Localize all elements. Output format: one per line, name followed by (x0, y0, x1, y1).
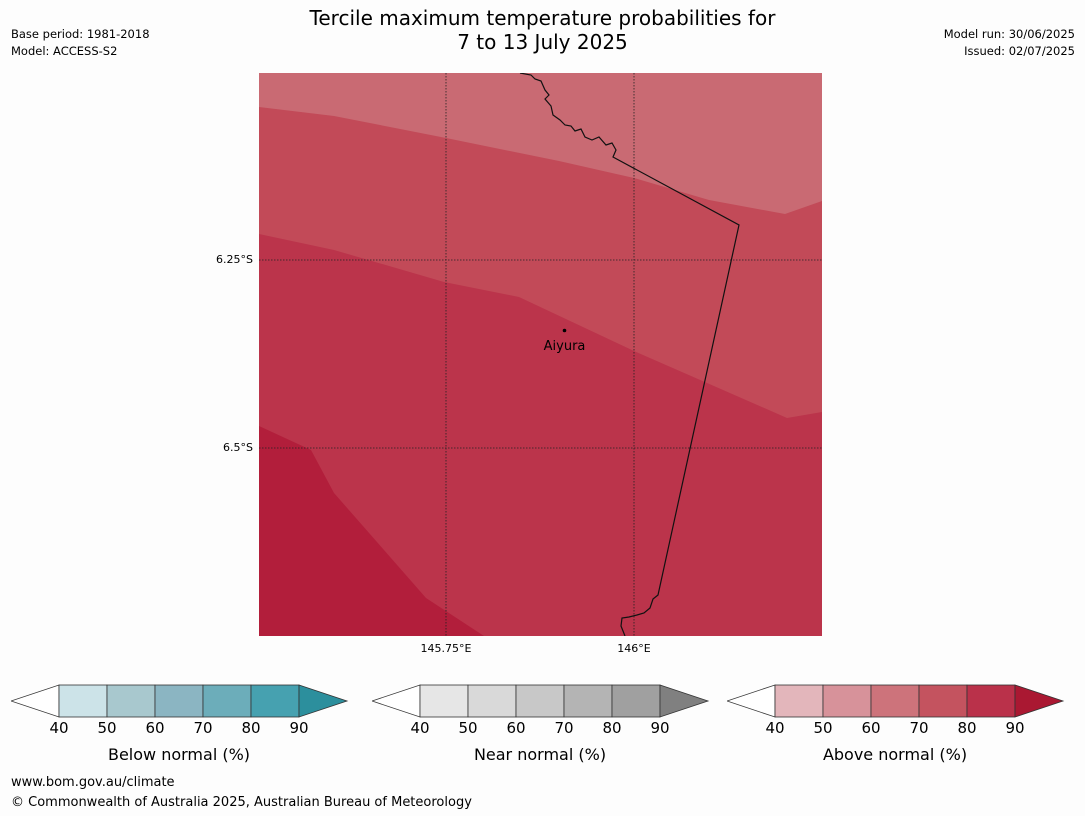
lon-label-145.75: 145.75°E (420, 642, 472, 655)
title-line-2: 7 to 13 July 2025 (457, 30, 628, 54)
colorbar-segment-60-70 (515, 684, 565, 718)
colorbar-extend-high (298, 684, 349, 718)
colorbar-segment-40-50 (774, 684, 824, 718)
colorbar-segment-80-90 (250, 684, 300, 718)
colorbar-tick-70: 70 (554, 719, 574, 737)
title-line-1: Tercile maximum temperature probabilitie… (309, 6, 776, 30)
colorbar-segment-40-50 (419, 684, 469, 718)
colorbar-segment-70-80 (202, 684, 252, 718)
colorbar-tick-60: 60 (861, 719, 881, 737)
colorbar-tick-80: 80 (241, 719, 261, 737)
lat-label-6.25: 6.25°S (216, 253, 253, 266)
colorbar-segment-80-90 (966, 684, 1016, 718)
lat-label-6.5: 6.5°S (223, 441, 253, 454)
colorbar-tick-80: 80 (602, 719, 622, 737)
model-name: Model: ACCESS-S2 (11, 44, 118, 58)
province-boundary (519, 73, 740, 636)
below-normal-colorbar (11, 684, 349, 718)
colorbar-title-below-normal: Below normal (%) (107, 745, 251, 764)
meta-right: Model run: 30/06/2025 Issued: 02/07/2025 (944, 26, 1075, 60)
colorbar-title-above-normal: Above normal (%) (822, 745, 968, 764)
colorbar-tick-90: 90 (1005, 719, 1025, 737)
graticule (259, 73, 822, 636)
colorbar-segment-80-90 (611, 684, 661, 718)
probability-map: Aiyura (259, 73, 822, 636)
near-normal-colorbar (372, 684, 710, 718)
colorbar-tick-40: 40 (410, 719, 430, 737)
base-period: Base period: 1981-2018 (11, 27, 150, 41)
footer-url: www.bom.gov.au/climate (11, 775, 175, 790)
town-label-aiyura: Aiyura (544, 339, 586, 354)
colorbar-segment-60-70 (870, 684, 920, 718)
model-run: Model run: 30/06/2025 (943, 27, 1075, 41)
colorbar-tick-60: 60 (506, 719, 526, 737)
colorbar-segment-50-60 (822, 684, 872, 718)
colorbar-tick-90: 90 (650, 719, 670, 737)
band-60-70 (259, 73, 822, 214)
town-marker (562, 328, 567, 333)
colorbar-extend-high (659, 684, 710, 718)
colorbar-extend-low (11, 684, 60, 718)
footer-copyright: © Commonwealth of Australia 2025, Austra… (11, 795, 472, 810)
colorbar-tick-40: 40 (49, 719, 69, 737)
colorbar-tick-90: 90 (289, 719, 309, 737)
colorbar-extend-high (1014, 684, 1065, 718)
map-title: Tercile maximum temperature probabilitie… (0, 6, 1085, 54)
colorbar-tick-60: 60 (145, 719, 165, 737)
meta-left: Base period: 1981-2018 Model: ACCESS-S2 (11, 26, 150, 60)
colorbar-segment-70-80 (918, 684, 968, 718)
colorbar-tick-50: 50 (97, 719, 117, 737)
colorbar-tick-50: 50 (458, 719, 478, 737)
colorbar-tick-50: 50 (813, 719, 833, 737)
colorbar-segment-40-50 (58, 684, 108, 718)
issued-date: Issued: 02/07/2025 (964, 44, 1075, 58)
colorbar-title-near-normal: Near normal (%) (473, 745, 607, 764)
colorbar-segment-50-60 (467, 684, 517, 718)
colorbar-tick-70: 70 (909, 719, 929, 737)
colorbar-tick-40: 40 (765, 719, 785, 737)
lon-label-146: 146°E (617, 642, 651, 655)
colorbar-segment-70-80 (563, 684, 613, 718)
colorbar-extend-low (372, 684, 421, 718)
colorbar-tick-80: 80 (957, 719, 977, 737)
colorbar-tick-70: 70 (193, 719, 213, 737)
colorbar-segment-50-60 (106, 684, 156, 718)
above-normal-colorbar (727, 684, 1065, 718)
colorbar-segment-60-70 (154, 684, 204, 718)
colorbar-extend-low (727, 684, 776, 718)
